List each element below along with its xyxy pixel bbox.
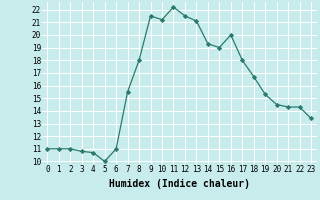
X-axis label: Humidex (Indice chaleur): Humidex (Indice chaleur) [109, 179, 250, 189]
